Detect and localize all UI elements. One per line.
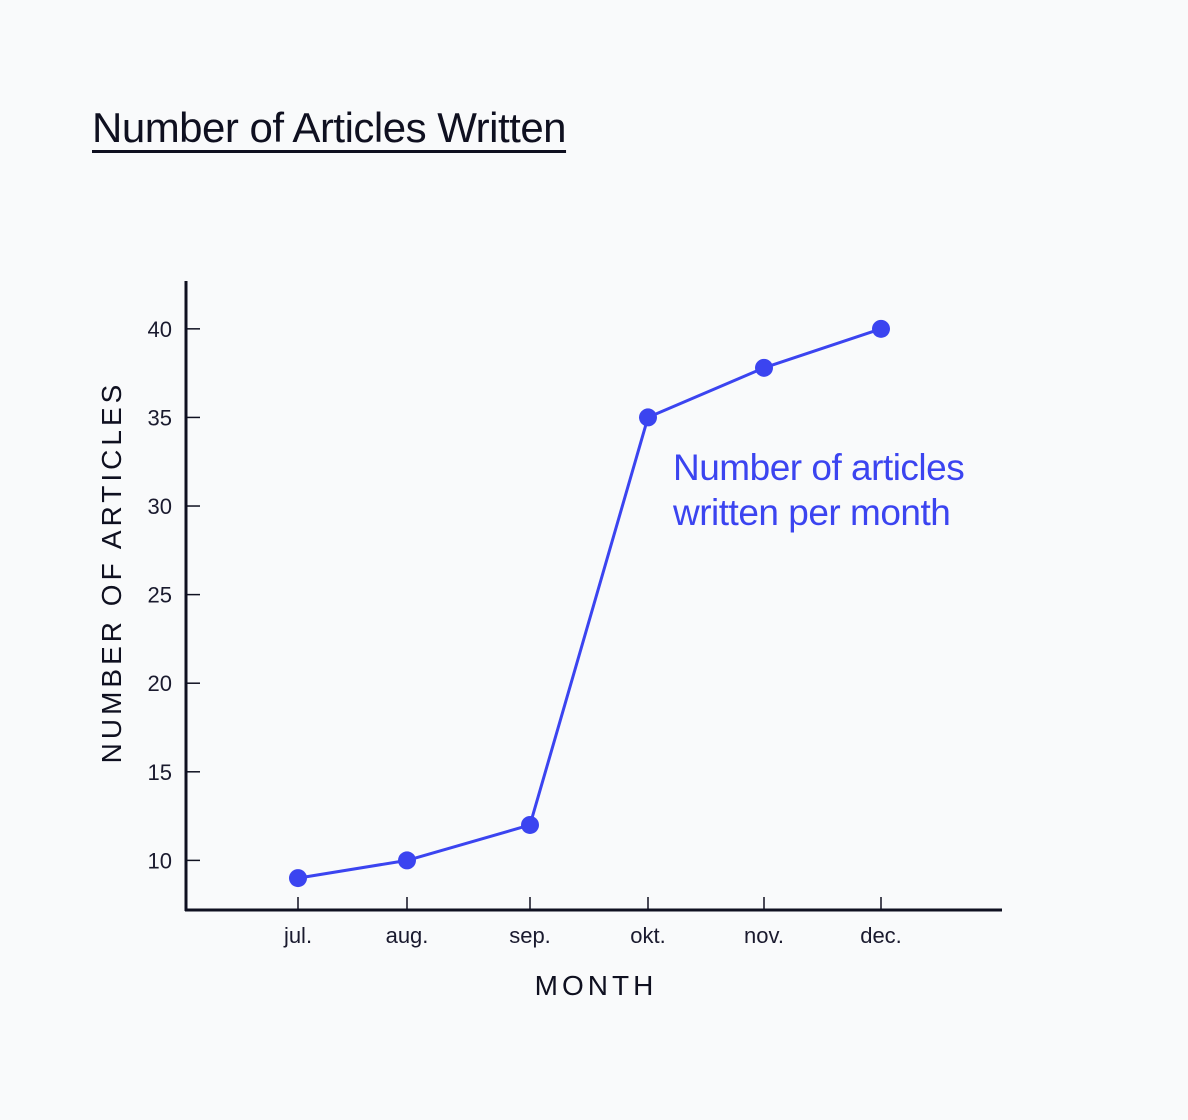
series-articles xyxy=(289,319,890,888)
series-annotation: Number of articles written per month xyxy=(672,447,974,533)
x-axis-title: MONTH xyxy=(535,970,658,1001)
x-ticks: jul. aug. sep. okt. nov. dec. xyxy=(283,897,902,948)
x-tick-label-aug: aug. xyxy=(386,923,429,948)
y-tick-label-25: 25 xyxy=(148,583,172,608)
y-tick-label-35: 35 xyxy=(148,405,172,430)
axes xyxy=(184,281,1002,912)
annotation-line-1: Number of articles xyxy=(673,447,964,488)
y-tick-label-15: 15 xyxy=(148,760,172,785)
y-tick-label-20: 20 xyxy=(148,671,172,696)
data-point-aug xyxy=(398,851,416,870)
y-axis-title: NUMBER OF ARTICLES xyxy=(96,381,127,764)
chart-title: Number of Articles Written xyxy=(92,104,567,151)
x-tick-label-jul: jul. xyxy=(283,923,312,948)
data-point-jul xyxy=(289,869,307,888)
y-tick-label-10: 10 xyxy=(148,848,172,873)
y-tick-label-40: 40 xyxy=(148,317,172,342)
x-tick-label-okt: okt. xyxy=(630,923,665,948)
y-ticks: 10 15 20 25 30 35 40 xyxy=(148,317,200,873)
annotation-line-2: written per month xyxy=(672,492,950,533)
series-line xyxy=(297,327,882,880)
data-point-dec xyxy=(872,319,890,338)
data-point-nov xyxy=(755,358,773,377)
y-tick-label-30: 30 xyxy=(148,494,172,519)
data-point-sep xyxy=(521,815,539,834)
x-tick-label-sep: sep. xyxy=(509,923,551,948)
x-tick-label-nov: nov. xyxy=(744,923,784,948)
x-tick-label-dec: dec. xyxy=(860,923,902,948)
data-point-okt xyxy=(639,408,657,427)
